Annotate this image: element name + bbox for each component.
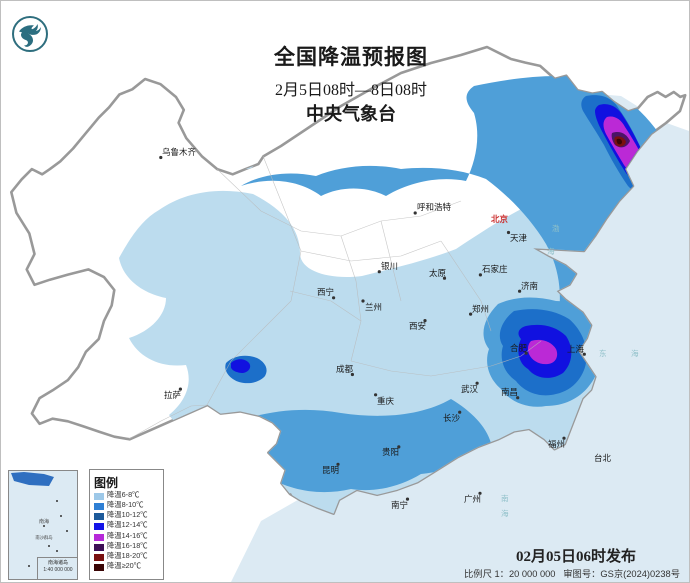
- svg-text:南海: 南海: [39, 518, 49, 525]
- svg-text:南沙群岛: 南沙群岛: [35, 534, 52, 541]
- svg-text:海: 海: [501, 508, 509, 518]
- svg-text:昆明: 昆明: [322, 465, 339, 475]
- svg-text:成都: 成都: [336, 364, 354, 374]
- svg-text:济南: 济南: [521, 281, 538, 291]
- svg-text:台北: 台北: [594, 453, 612, 463]
- svg-text:南: 南: [501, 493, 509, 503]
- svg-text:太原: 太原: [429, 268, 446, 278]
- svg-text:福州: 福州: [548, 439, 565, 449]
- svg-text:合肥: 合肥: [510, 343, 528, 353]
- svg-text:广州: 广州: [464, 494, 481, 504]
- svg-text:贵阳: 贵阳: [382, 447, 399, 457]
- svg-text:东: 东: [599, 348, 607, 358]
- svg-text:上海: 上海: [567, 344, 585, 354]
- svg-text:南昌: 南昌: [501, 387, 518, 397]
- svg-text:西安: 西安: [409, 321, 426, 331]
- svg-text:乌鲁木齐: 乌鲁木齐: [162, 147, 197, 157]
- svg-text:西宁: 西宁: [317, 287, 334, 297]
- svg-text:武汉: 武汉: [461, 384, 479, 394]
- svg-text:石家庄: 石家庄: [482, 264, 508, 274]
- svg-text:南宁: 南宁: [391, 500, 408, 510]
- svg-text:兰州: 兰州: [365, 302, 382, 312]
- svg-text:海: 海: [631, 348, 639, 358]
- svg-text:渤: 渤: [552, 223, 560, 233]
- svg-text:银川: 银川: [381, 261, 398, 271]
- svg-text:拉萨: 拉萨: [164, 390, 182, 400]
- svg-text:天津: 天津: [510, 233, 528, 243]
- svg-text:海: 海: [547, 246, 555, 256]
- svg-text:呼和浩特: 呼和浩特: [417, 202, 452, 212]
- svg-text:重庆: 重庆: [377, 396, 395, 406]
- svg-text:北京: 北京: [491, 214, 509, 224]
- svg-text:长沙: 长沙: [443, 413, 461, 423]
- svg-text:郑州: 郑州: [472, 304, 489, 314]
